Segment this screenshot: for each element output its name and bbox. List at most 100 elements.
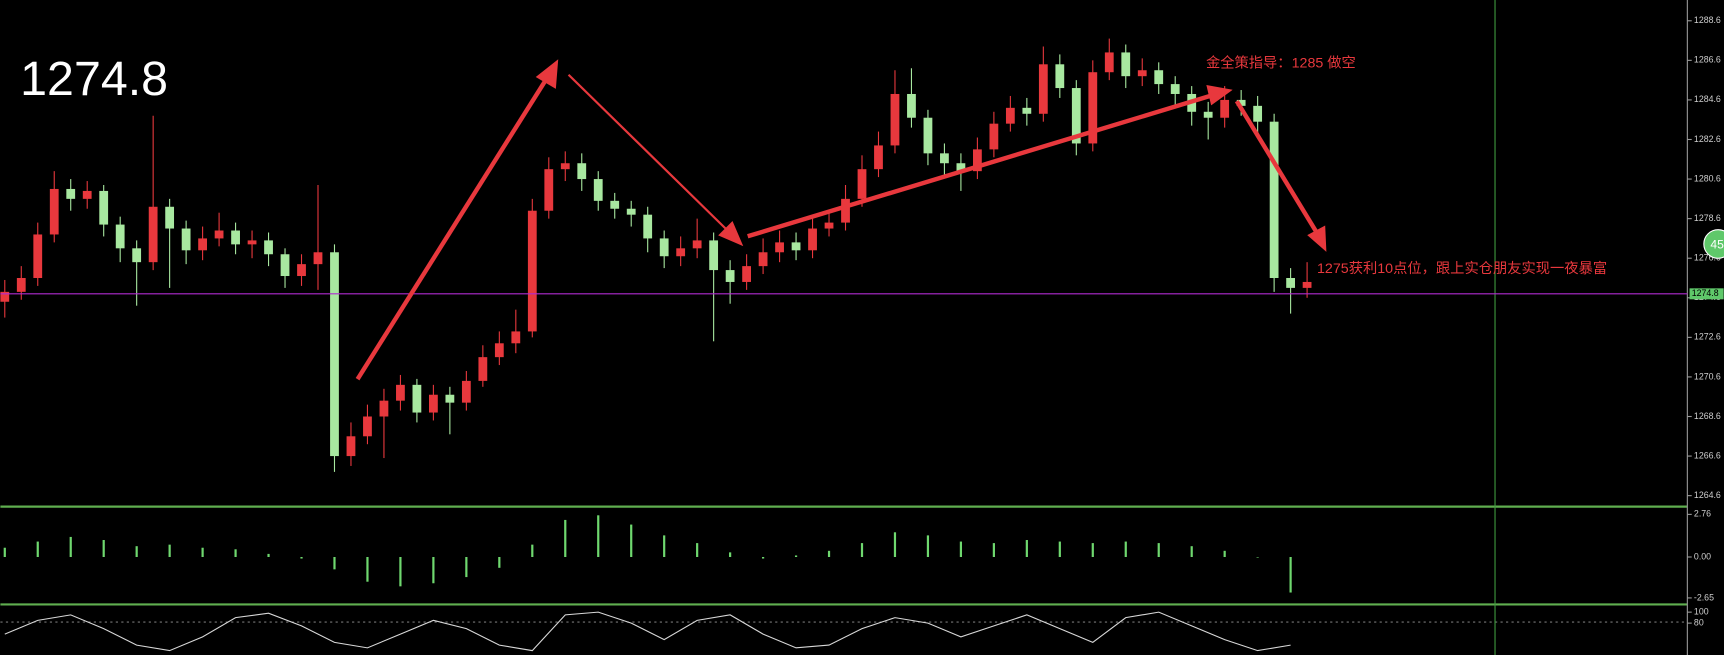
macd-bar <box>300 556 303 559</box>
y-tick-label: 2.76 <box>1694 509 1711 519</box>
candle-body <box>758 252 768 267</box>
arrow <box>1234 99 1319 235</box>
candle-body <box>1154 70 1164 85</box>
y-tick-label: 0.00 <box>1694 551 1711 561</box>
macd-bar <box>992 543 995 557</box>
macd-bar <box>399 556 402 587</box>
candle-body <box>874 145 883 170</box>
candle-body <box>214 230 224 239</box>
candle-body <box>82 190 92 199</box>
y-tick-label: 1286.6 <box>1694 55 1721 65</box>
candle-body <box>824 222 834 229</box>
macd-bar <box>366 556 369 582</box>
macd-bar <box>432 556 435 584</box>
candle-body <box>1203 111 1213 118</box>
y-tick-label: 1288.6 <box>1694 15 1721 25</box>
macd-bar <box>135 546 138 557</box>
macd-bar <box>1190 546 1193 557</box>
oscillator-line <box>4 611 1291 652</box>
candle-body <box>1220 99 1230 118</box>
candle-body <box>857 169 867 199</box>
macd-bar <box>1025 540 1028 557</box>
arrow-head <box>718 221 744 247</box>
macd-bar <box>926 535 930 557</box>
macd-bar <box>794 555 798 557</box>
candle-body <box>1071 88 1081 144</box>
candle-body <box>247 240 257 245</box>
candle-body <box>956 163 966 172</box>
y-tick-label: 1266.6 <box>1694 450 1721 460</box>
candle-body <box>461 380 471 403</box>
candle-body <box>692 240 702 249</box>
candle-body <box>379 400 389 417</box>
candle-body <box>1286 277 1296 288</box>
macd-bar <box>69 536 72 557</box>
macd-bar <box>564 519 567 557</box>
y-tick-label: 1272.6 <box>1694 332 1721 342</box>
y-tick-label: 1282.6 <box>1694 134 1721 144</box>
macd-bar <box>234 549 237 557</box>
candle-body <box>1236 99 1246 106</box>
y-tick-label: 1280.6 <box>1694 173 1721 183</box>
badge <box>1703 229 1724 259</box>
candle-body <box>1088 72 1098 144</box>
macd-bar <box>465 556 468 578</box>
candle-body <box>49 188 59 235</box>
annotation: 金全策指导：1285 做空 <box>1206 54 1356 72</box>
y-tick-label: -2.65 <box>1694 592 1714 602</box>
macd-bar <box>102 540 105 557</box>
candle-body <box>841 198 850 223</box>
candle-body <box>280 254 290 277</box>
candle-body <box>527 210 537 332</box>
candle-body <box>1022 107 1032 114</box>
y-tick-label: 1264.6 <box>1694 490 1721 500</box>
macd-bar <box>267 553 270 557</box>
macd-bar <box>168 544 171 557</box>
candle-body <box>132 248 142 263</box>
candle-body <box>808 228 817 251</box>
candle-body <box>66 188 76 199</box>
y-tick-label: 80 <box>1694 617 1704 627</box>
price-tag-label: 1274.8 <box>1692 288 1719 298</box>
candle-body <box>264 240 273 255</box>
candle-body <box>1005 107 1015 124</box>
candle-body <box>643 214 653 239</box>
macd-bar <box>1223 550 1226 557</box>
candle-body <box>313 252 323 265</box>
candle-body <box>577 163 587 180</box>
candle-body <box>1269 121 1279 278</box>
candle-body <box>412 384 422 413</box>
candle-body <box>742 266 752 282</box>
macd-bar <box>597 515 600 557</box>
macd-bar <box>761 556 765 559</box>
macd-bar <box>729 552 732 557</box>
candle-body <box>1170 84 1180 94</box>
y-tick-label: 1270.6 <box>1694 371 1721 381</box>
candle-body <box>198 238 207 251</box>
macd-bar <box>1157 543 1160 557</box>
arrow-head <box>1307 225 1327 252</box>
candle-body <box>1302 281 1312 288</box>
candle-body <box>709 240 719 271</box>
macd-bar <box>201 547 204 557</box>
candle-body <box>775 242 784 253</box>
macd-bar <box>1058 541 1061 557</box>
candle-body <box>478 357 488 381</box>
candle-body <box>610 200 620 209</box>
macd-bar <box>827 550 831 557</box>
candle-body <box>330 252 339 457</box>
y-tick-label: 1278.6 <box>1694 213 1721 223</box>
candle-body <box>115 224 125 249</box>
candle-body <box>297 264 306 277</box>
candle-body <box>725 270 735 282</box>
macd-bar <box>333 556 336 570</box>
candle-body <box>560 163 570 170</box>
macd-bar <box>36 541 39 557</box>
annotation: 1275获利10点位，跟上实仓朋友实现一夜暴富 <box>1317 259 1607 277</box>
candle-body <box>396 384 405 401</box>
price-tag <box>1689 288 1724 300</box>
candle-body <box>148 206 158 263</box>
macd-bar <box>959 541 963 557</box>
